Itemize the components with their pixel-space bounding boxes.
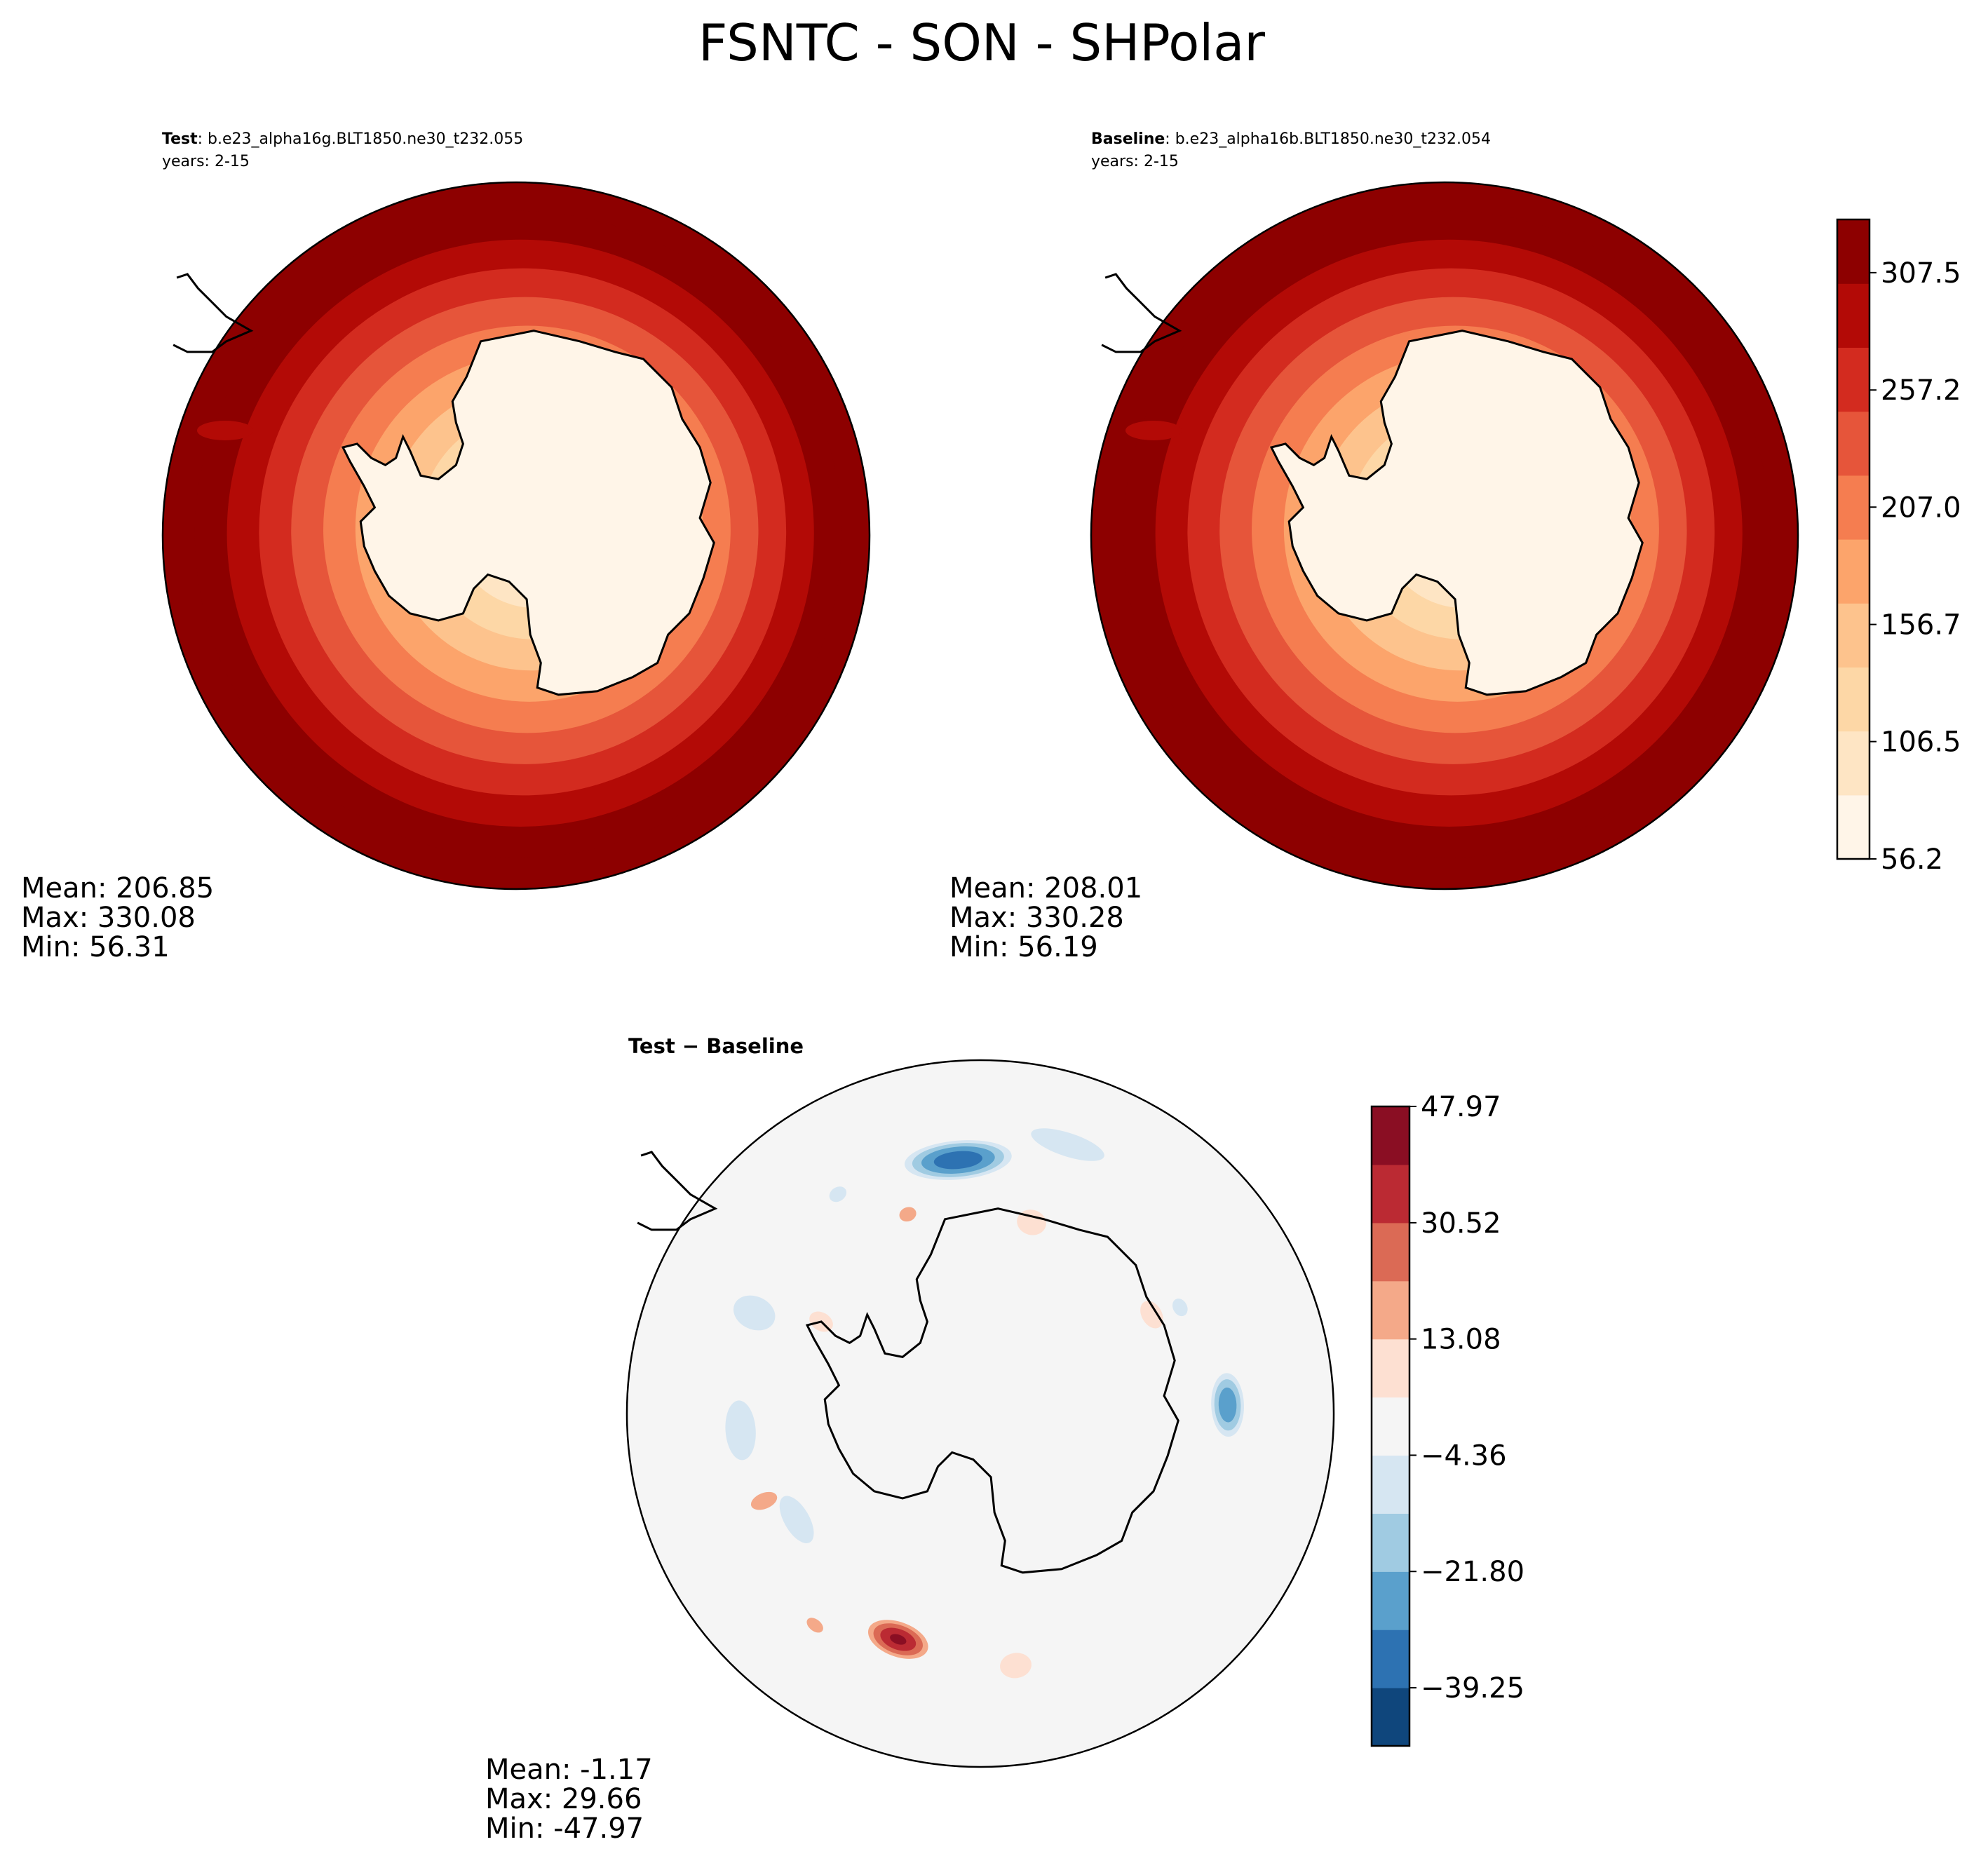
difference-colorbar-tick-label: −4.36: [1421, 1439, 1507, 1472]
difference-colorbar-swatch: [1372, 1280, 1409, 1340]
value-colorbar-tick-label: 257.2: [1881, 374, 1961, 407]
value-colorbar-swatch: [1837, 219, 1869, 284]
baseline-map: [1091, 182, 1798, 889]
baseline-panel-title: Baseline: b.e23_alpha16b.BLT1850.ne30_t2…: [1091, 130, 1491, 148]
value-colorbar-frame: [1836, 218, 1871, 860]
value-colorbar-tick-label: 56.2: [1881, 843, 1943, 876]
difference-colorbar-swatch: [1372, 1164, 1409, 1224]
difference-contour: [1017, 1210, 1046, 1235]
value-colorbar-swatch: [1837, 475, 1869, 540]
difference-contour: [890, 1634, 907, 1645]
test-map-peninsula-shading: [197, 421, 253, 440]
test-title-case: : b.e23_alpha16g.BLT1850.ne30_t232.055: [198, 130, 524, 148]
difference-contour: [1172, 1299, 1188, 1317]
difference-colorbar-frame: [1370, 1105, 1411, 1747]
test-panel-title: Test: b.e23_alpha16g.BLT1850.ne30_t232.0…: [162, 130, 523, 148]
difference-contour: [1031, 1128, 1104, 1161]
baseline-panel: Baseline: b.e23_alpha16b.BLT1850.ne30_t2…: [949, 130, 1802, 963]
value-colorbar: 56.2 106.5 156.7 207.0 257.2 307.5: [1836, 218, 1961, 876]
difference-colorbar-swatch: [1372, 1222, 1409, 1282]
test-map-boundary: [161, 181, 871, 890]
difference-colorbar: −39.25 −21.80 −4.36 13.08 30.52 47.97: [1370, 1091, 1524, 1747]
difference-colorbar-tick-label: 47.97: [1421, 1091, 1501, 1123]
value-colorbar-swatch: [1837, 283, 1869, 348]
baseline-mean: Mean: 208.01: [949, 872, 1142, 904]
difference-contour: [733, 1295, 776, 1331]
test-panel: Test: b.e23_alpha16g.BLT1850.ne30_t232.0…: [21, 130, 874, 963]
difference-colorbar-swatch: [1372, 1630, 1409, 1688]
difference-colorbar-tick-label: −21.80: [1421, 1556, 1524, 1588]
baseline-title-case: : b.e23_alpha16b.BLT1850.ne30_t232.054: [1165, 130, 1491, 148]
test-max: Max: 330.08: [21, 902, 196, 934]
difference-contour: [1140, 1301, 1163, 1329]
test-map: [163, 182, 870, 889]
difference-mean: Mean: -1.17: [485, 1754, 653, 1786]
difference-colorbar-swatch: [1372, 1571, 1409, 1630]
baseline-max: Max: 330.28: [949, 902, 1124, 934]
value-colorbar-swatch: [1837, 667, 1869, 732]
difference-contour: [1000, 1653, 1032, 1679]
value-colorbar-tick-label: 207.0: [1881, 492, 1961, 524]
test-min: Min: 56.31: [21, 931, 170, 963]
difference-colorbar-swatch: [1372, 1455, 1409, 1514]
baseline-map-boundary: [1090, 181, 1799, 890]
value-colorbar-tick-label: 307.5: [1881, 257, 1961, 290]
figure-title: FSNTC - SON - SHPolar: [698, 13, 1265, 72]
test-title-label: Test: [162, 130, 198, 148]
difference-max: Max: 29.66: [485, 1783, 642, 1815]
value-colorbar-swatch: [1837, 731, 1869, 796]
difference-panel: Test − Baseline Mean: -1.17 Max: 29.66 M…: [485, 1034, 1338, 1845]
test-mean: Mean: 206.85: [21, 872, 214, 904]
difference-map-background: [627, 1060, 1334, 1767]
value-colorbar-tick-label: 156.7: [1881, 609, 1961, 642]
difference-contour: [806, 1618, 823, 1633]
value-colorbar-swatch: [1837, 347, 1869, 412]
difference-panel-title: Test − Baseline: [628, 1034, 804, 1058]
difference-colorbar-swatch: [1372, 1688, 1409, 1747]
baseline-min: Min: 56.19: [949, 931, 1098, 963]
difference-colorbar-swatch: [1372, 1397, 1409, 1456]
baseline-panel-years: years: 2-15: [1091, 153, 1179, 170]
difference-map: [627, 1060, 1334, 1767]
difference-colorbar-swatch: [1372, 1513, 1409, 1572]
value-colorbar-swatch: [1837, 411, 1869, 476]
difference-colorbar-swatch: [1372, 1339, 1409, 1398]
difference-contour: [829, 1186, 847, 1202]
difference-colorbar-tick-label: 13.08: [1421, 1324, 1501, 1356]
difference-contour: [750, 1491, 778, 1510]
difference-contour: [779, 1496, 814, 1543]
value-colorbar-swatch: [1837, 603, 1869, 668]
difference-contour: [899, 1207, 917, 1222]
test-panel-years: years: 2-15: [162, 153, 250, 170]
difference-map-boundary: [626, 1059, 1335, 1768]
value-colorbar-swatch: [1837, 539, 1869, 604]
difference-colorbar-swatch: [1372, 1106, 1409, 1165]
value-colorbar-tick-label: 106.5: [1881, 726, 1961, 759]
difference-colorbar-tick-label: 30.52: [1421, 1207, 1501, 1240]
baseline-map-peninsula-shading: [1125, 421, 1182, 440]
difference-contour: [933, 1151, 982, 1170]
difference-min: Min: -47.97: [485, 1813, 644, 1845]
baseline-title-label: Baseline: [1091, 130, 1165, 148]
difference-contour: [1218, 1387, 1237, 1423]
difference-colorbar-tick-label: −39.25: [1421, 1672, 1524, 1705]
difference-contour: [725, 1400, 756, 1461]
value-colorbar-swatch: [1837, 794, 1869, 860]
